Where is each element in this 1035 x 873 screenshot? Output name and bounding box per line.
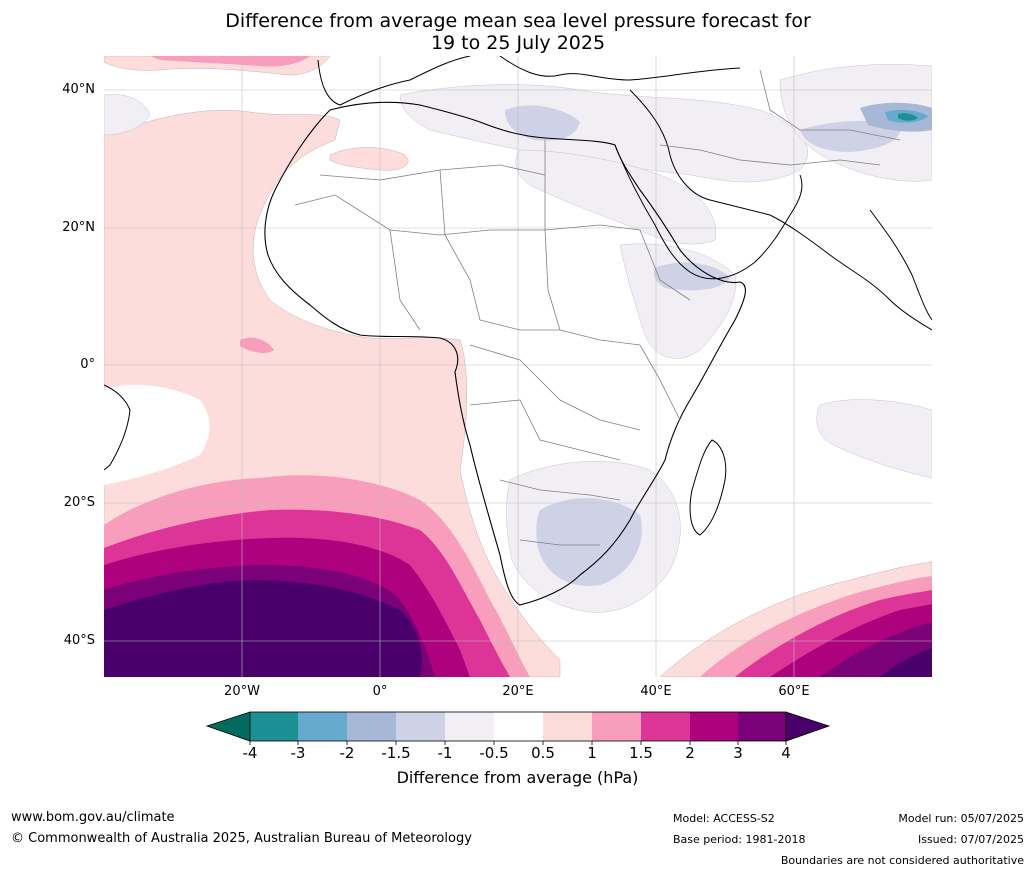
madagascar-outline bbox=[689, 439, 727, 536]
india-coastline bbox=[869, 209, 932, 321]
anomaly-region-indian-ocean-dark-purple bbox=[880, 648, 932, 677]
anomaly-region-horn-of-africa-light-blue bbox=[653, 262, 730, 291]
colorbar-segment-9 bbox=[641, 712, 690, 741]
anomaly-region-central-asia-light-blue bbox=[800, 120, 901, 152]
colorbar-tick-label: -1 bbox=[437, 744, 453, 762]
anomaly-region-central-asia-teal bbox=[898, 113, 918, 121]
colorbar-tick-label: -2 bbox=[339, 744, 355, 762]
colorbar-label: Difference from average (hPa) bbox=[396, 768, 639, 787]
colorbar bbox=[205, 711, 831, 745]
south-america-coastline bbox=[104, 384, 131, 471]
anomaly-region-mediterranean-light-blue bbox=[505, 105, 580, 141]
lon-label-0: 0° bbox=[372, 684, 388, 699]
anomaly-region-middle-east-lavender bbox=[515, 149, 716, 245]
africa-coastline bbox=[264, 101, 746, 606]
colorbar-tick-label: -4 bbox=[242, 744, 258, 762]
anomaly-region-morocco-pink bbox=[329, 147, 409, 171]
colorbar-tick-label: -1.5 bbox=[381, 744, 411, 762]
colorbar-tick-label: 2 bbox=[685, 744, 695, 762]
colorbar-tick-label: 3 bbox=[733, 744, 743, 762]
map-title: Difference from average mean sea level p… bbox=[104, 10, 932, 54]
colorbar-segment-3 bbox=[347, 712, 396, 741]
colorbar-segment-6 bbox=[494, 712, 543, 741]
colorbar-extend-max bbox=[785, 711, 831, 742]
title-line-1: Difference from average mean sea level p… bbox=[225, 10, 811, 32]
footer-model: Model: ACCESS-S2 bbox=[673, 812, 775, 825]
anomaly-region-north-atlantic-medium-pink bbox=[150, 56, 310, 67]
anomaly-region-east-indian-ocean-lavender bbox=[816, 399, 932, 479]
colorbar-segment-11 bbox=[738, 712, 786, 741]
arabia-coastline bbox=[614, 144, 803, 280]
colorbar-segment-10 bbox=[690, 712, 738, 741]
footer-base-period: Base period: 1981-2018 bbox=[673, 833, 806, 846]
anomaly-region-south-atlantic-dark-purple bbox=[104, 580, 422, 677]
colorbar-segment-4 bbox=[396, 712, 445, 741]
title-line-2: 19 to 25 July 2025 bbox=[430, 32, 606, 54]
colorbar-tick-label: -0.5 bbox=[479, 744, 509, 762]
footer-website: www.bom.gov.au/climate bbox=[11, 810, 175, 825]
colorbar-segment-5 bbox=[445, 712, 494, 741]
colorbar-segment-7 bbox=[543, 712, 592, 741]
lat-label-20n: 20°N bbox=[62, 220, 95, 235]
colorbar-frame bbox=[249, 711, 787, 742]
lon-label-40e: 40°E bbox=[640, 684, 672, 699]
lat-label-20s: 20°S bbox=[63, 495, 95, 510]
gridlines bbox=[104, 56, 932, 677]
anomaly-region-southern-africa-light-blue bbox=[536, 498, 642, 586]
colorbar-tick-marks bbox=[249, 741, 787, 745]
anomaly-region-north-atlantic-lavender bbox=[104, 94, 151, 136]
colorbar-tick-label: 1.5 bbox=[629, 744, 653, 762]
footer-issued: Issued: 07/07/2025 bbox=[917, 833, 1024, 846]
colorbar-extend-min bbox=[205, 711, 251, 742]
footer-boundaries-note: Boundaries are not considered authoritat… bbox=[780, 854, 1024, 867]
lat-label-40s: 40°S bbox=[63, 633, 95, 648]
colorbar-segment-2 bbox=[298, 712, 347, 741]
colorbar-segment-1 bbox=[250, 712, 298, 741]
colorbar-segment-8 bbox=[592, 712, 641, 741]
footer-model-run: Model run: 05/07/2025 bbox=[898, 812, 1024, 825]
colorbar-tick-label: -3 bbox=[290, 744, 306, 762]
colorbar-tick-label: 0.5 bbox=[531, 744, 555, 762]
europe-coastline bbox=[317, 56, 932, 331]
anomaly-region-gulf-pink bbox=[240, 337, 274, 353]
colorbar-tick-label: 4 bbox=[781, 744, 791, 762]
colorbar-tick-label: 1 bbox=[587, 744, 597, 762]
map-plot-area bbox=[104, 56, 932, 677]
lon-label-60e: 60°E bbox=[778, 684, 810, 699]
lon-label-20e: 20°E bbox=[502, 684, 534, 699]
lat-label-0: 0° bbox=[80, 357, 95, 372]
footer-copyright: © Commonwealth of Australia 2025, Austra… bbox=[11, 831, 472, 846]
lat-label-40n: 40°N bbox=[62, 82, 95, 97]
lon-label-20w: 20°W bbox=[224, 684, 260, 699]
country-borders bbox=[294, 69, 901, 546]
